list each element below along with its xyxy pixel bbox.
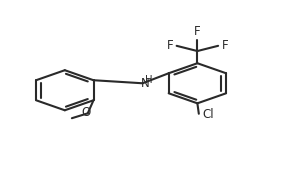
Text: Cl: Cl <box>202 108 214 121</box>
Text: F: F <box>166 39 173 52</box>
Text: F: F <box>194 25 201 38</box>
Text: N: N <box>141 77 149 90</box>
Text: O: O <box>82 106 91 119</box>
Text: F: F <box>221 39 228 52</box>
Text: H: H <box>145 75 153 85</box>
